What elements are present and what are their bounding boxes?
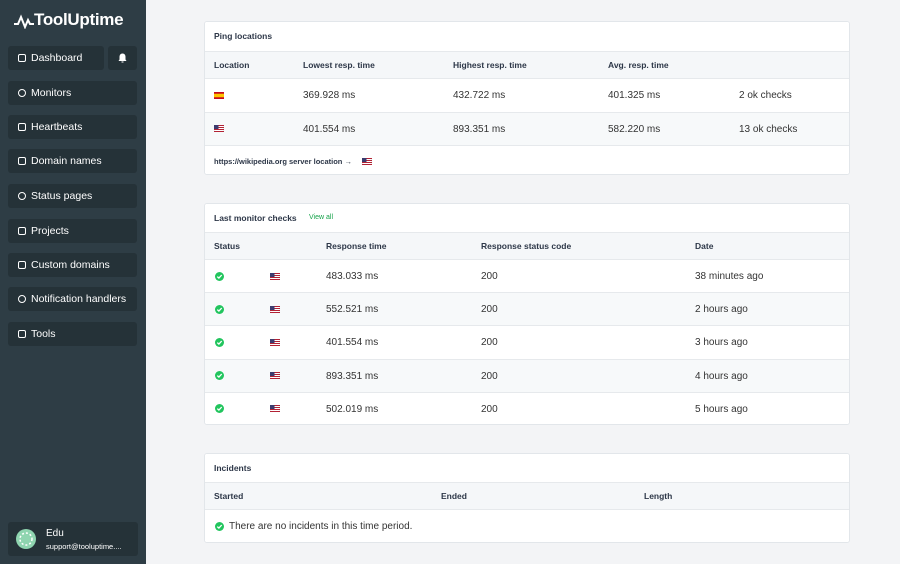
- nav-icon: [18, 89, 26, 97]
- table-cell: 13 ok checks: [739, 123, 798, 135]
- table-cell: 401.325 ms: [608, 90, 661, 101]
- nav-icon: [18, 54, 26, 62]
- column-header: Length: [644, 491, 673, 501]
- table-header: Started Ended Length: [205, 482, 849, 509]
- table-row: 893.351 ms 200 4 hours ago: [205, 358, 849, 392]
- table-cell: 401.554 ms: [326, 337, 379, 349]
- table-cell: 893.351 ms: [453, 123, 506, 135]
- column-header: Date: [695, 241, 714, 251]
- card-title-row: Last monitor checks View all: [205, 204, 849, 232]
- status-ok: [215, 337, 224, 347]
- card-title-row: Incidents: [205, 454, 849, 482]
- status-ok: [215, 522, 224, 531]
- user-menu[interactable]: Edu support@tooluptime....: [8, 522, 138, 556]
- column-header: Response status code: [481, 241, 572, 251]
- notifications-button[interactable]: [108, 46, 137, 70]
- table-row: 369.928 ms 432.722 ms 401.325 ms 2 ok check…: [205, 78, 849, 112]
- logo-icon: [14, 14, 34, 29]
- user-email: support@tooluptime....: [46, 542, 122, 551]
- brand: ToolUptime: [34, 10, 124, 29]
- nav-icon: [18, 123, 26, 131]
- table-cell: 2 hours ago: [695, 304, 748, 316]
- table-cell: 582.220 ms: [608, 123, 661, 135]
- nav-item[interactable]: Status pages: [8, 184, 137, 208]
- table-cell: 4 hours ago: [695, 370, 748, 382]
- table-header: Location Lowest resp. time Highest resp. t…: [205, 51, 849, 78]
- status-ok: [215, 404, 224, 414]
- sidebar: ToolUptime Edu support@tooluptime.... Da…: [0, 0, 146, 564]
- table-cell: 3 hours ago: [695, 337, 748, 349]
- column-header: Ended: [441, 491, 467, 501]
- card-title: Incidents: [214, 463, 252, 473]
- nav-item[interactable]: Domain names: [8, 149, 137, 173]
- flag: [270, 372, 280, 380]
- last-checks-card: Last monitor checks View all Status Respons…: [204, 203, 850, 425]
- table-cell: 200: [481, 403, 498, 415]
- table-cell: 200: [481, 304, 498, 316]
- nav-item[interactable]: Monitors: [8, 81, 137, 105]
- column-header: Started: [214, 491, 244, 501]
- avatar: [16, 529, 36, 549]
- flag: [362, 157, 372, 165]
- status-ok: [215, 371, 224, 381]
- flag: [214, 125, 224, 133]
- table-cell: 432.722 ms: [453, 90, 506, 101]
- column-header: Lowest resp. time: [303, 60, 375, 70]
- server-location: https://wikipedia.org server location →: [214, 157, 352, 166]
- flag: [270, 405, 280, 413]
- table-row: 552.521 ms 200 2 hours ago: [205, 292, 849, 326]
- table-cell: 5 hours ago: [695, 403, 748, 415]
- column-header: Highest resp. time: [453, 60, 527, 70]
- flag: [270, 338, 280, 346]
- status-ok: [215, 271, 224, 281]
- flag: [270, 272, 280, 280]
- nav-icon: [18, 192, 26, 200]
- table-cell: 200: [481, 337, 498, 349]
- table-cell: 552.521 ms: [326, 304, 379, 316]
- table-row: 502.019 ms 200 5 hours ago: [205, 391, 849, 424]
- card-title-row: Ping locations: [205, 22, 849, 51]
- nav-icon: [18, 295, 26, 303]
- nav-item[interactable]: Notification handlers: [8, 287, 137, 311]
- column-header: Location: [214, 60, 250, 70]
- column-header: Status: [214, 241, 240, 251]
- table-row: 483.033 ms 200 38 minutes ago: [205, 259, 849, 293]
- column-header: Avg. resp. time: [608, 60, 669, 70]
- table-cell: 483.033 ms: [326, 271, 379, 282]
- flag: [214, 91, 224, 99]
- table-row: 401.554 ms 893.351 ms 582.220 ms 13 ok chec…: [205, 111, 849, 145]
- empty-row: There are no incidents in this time peri…: [205, 509, 849, 542]
- flag: [270, 305, 280, 313]
- table-cell: 401.554 ms: [303, 123, 356, 135]
- table-cell: 38 minutes ago: [695, 271, 764, 282]
- table-cell: 2 ok checks: [739, 90, 792, 101]
- status-ok: [215, 304, 224, 314]
- nav-item[interactable]: Dashboard: [8, 46, 104, 70]
- card-footer: https://wikipedia.org server location →: [205, 145, 849, 174]
- user-name: Edu: [46, 528, 64, 539]
- table-cell: 200: [481, 370, 498, 382]
- table-cell: 200: [481, 271, 498, 282]
- nav-icon: [18, 261, 26, 269]
- nav-icon: [18, 227, 26, 235]
- nav-item[interactable]: Heartbeats: [8, 115, 137, 139]
- table-cell: 369.928 ms: [303, 90, 356, 101]
- empty-message: There are no incidents in this time peri…: [229, 521, 413, 532]
- nav-icon: [18, 330, 26, 338]
- nav-icon: [18, 157, 26, 165]
- table-cell: 893.351 ms: [326, 370, 379, 382]
- card-title: Ping locations: [214, 31, 273, 41]
- nav-item[interactable]: Projects: [8, 219, 137, 243]
- nav-item[interactable]: Custom domains: [8, 253, 137, 277]
- incidents-card: Incidents Started Ended Length There are no …: [204, 453, 850, 543]
- nav-item[interactable]: Tools: [8, 322, 137, 346]
- ping-locations-card: Ping locations Location Lowest resp. time H…: [204, 21, 850, 175]
- table-cell: 502.019 ms: [326, 403, 379, 415]
- table-header: Status Response time Response status code D…: [205, 232, 849, 259]
- table-row: 401.554 ms 200 3 hours ago: [205, 325, 849, 359]
- card-title: Last monitor checks: [214, 213, 297, 223]
- column-header: Response time: [326, 241, 387, 251]
- view-all-link[interactable]: View all: [309, 214, 333, 221]
